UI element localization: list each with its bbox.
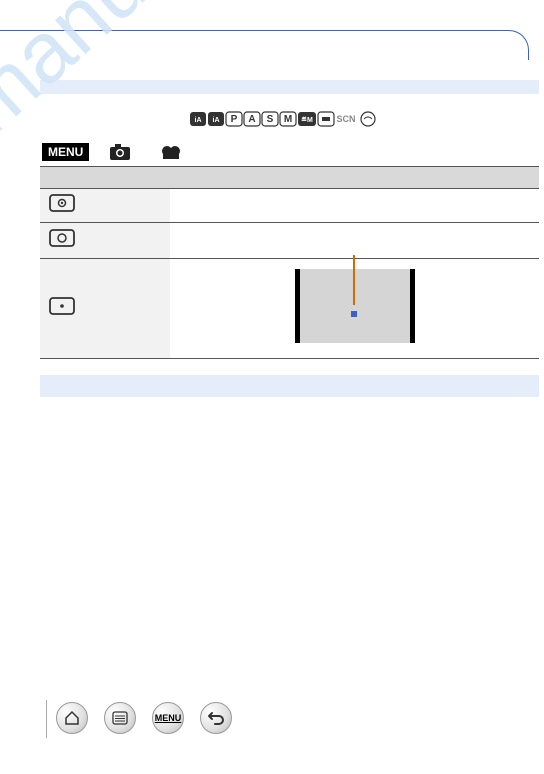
list-icon [112,711,128,725]
home-button[interactable] [56,702,88,734]
menu-nav-button[interactable]: MENU [152,702,184,734]
video-icon [161,143,183,161]
multi-metering-icon [48,193,76,213]
note-bar [40,375,539,397]
menu-icons [109,143,183,161]
camera-icon [109,143,131,161]
spot-frame [295,269,415,343]
back-button[interactable] [200,702,232,734]
menu-nav-label: MENU [155,713,182,723]
svg-text:≝M: ≝M [301,116,313,124]
metering-table [40,166,539,359]
metering-icon-cell [40,259,170,359]
table-cell [170,189,539,223]
metering-icon-cell [40,223,170,259]
table-row [40,189,539,223]
svg-text:P: P [230,114,237,125]
metering-icon-cell [40,189,170,223]
table-row [40,259,539,359]
nav-separator [46,700,47,738]
svg-text:M: M [283,114,291,125]
spot-metering-icon [48,296,76,316]
svg-text:SCN: SCN [336,114,355,124]
mode-icons-row: iA iA P A S M ≝M SCN [40,110,539,128]
page-content: iA iA P A S M ≝M SCN MENU [40,80,539,397]
table-header [170,167,539,189]
table-header [40,167,170,189]
svg-text:A: A [248,114,255,125]
menu-path-row: MENU [40,140,539,164]
mode-icons-svg: iA iA P A S M ≝M SCN [190,110,390,128]
spot-diagram [295,269,415,343]
spot-indicator-line [353,255,355,305]
table-row [40,223,539,259]
header-curve [489,30,529,60]
table-cell [170,223,539,259]
section-bar [40,80,539,94]
back-icon [207,710,225,726]
home-icon [64,710,80,726]
svg-text:S: S [266,114,273,125]
svg-text:iA: iA [194,117,201,124]
header-rule [0,30,490,31]
center-metering-icon [48,228,76,248]
spot-target-dot [351,311,357,317]
list-button[interactable] [104,702,136,734]
table-header-row [40,167,539,189]
spot-diagram-cell [170,259,539,359]
nav-buttons: MENU [56,702,232,734]
menu-badge: MENU [42,143,89,161]
svg-text:iA: iA [212,117,219,124]
